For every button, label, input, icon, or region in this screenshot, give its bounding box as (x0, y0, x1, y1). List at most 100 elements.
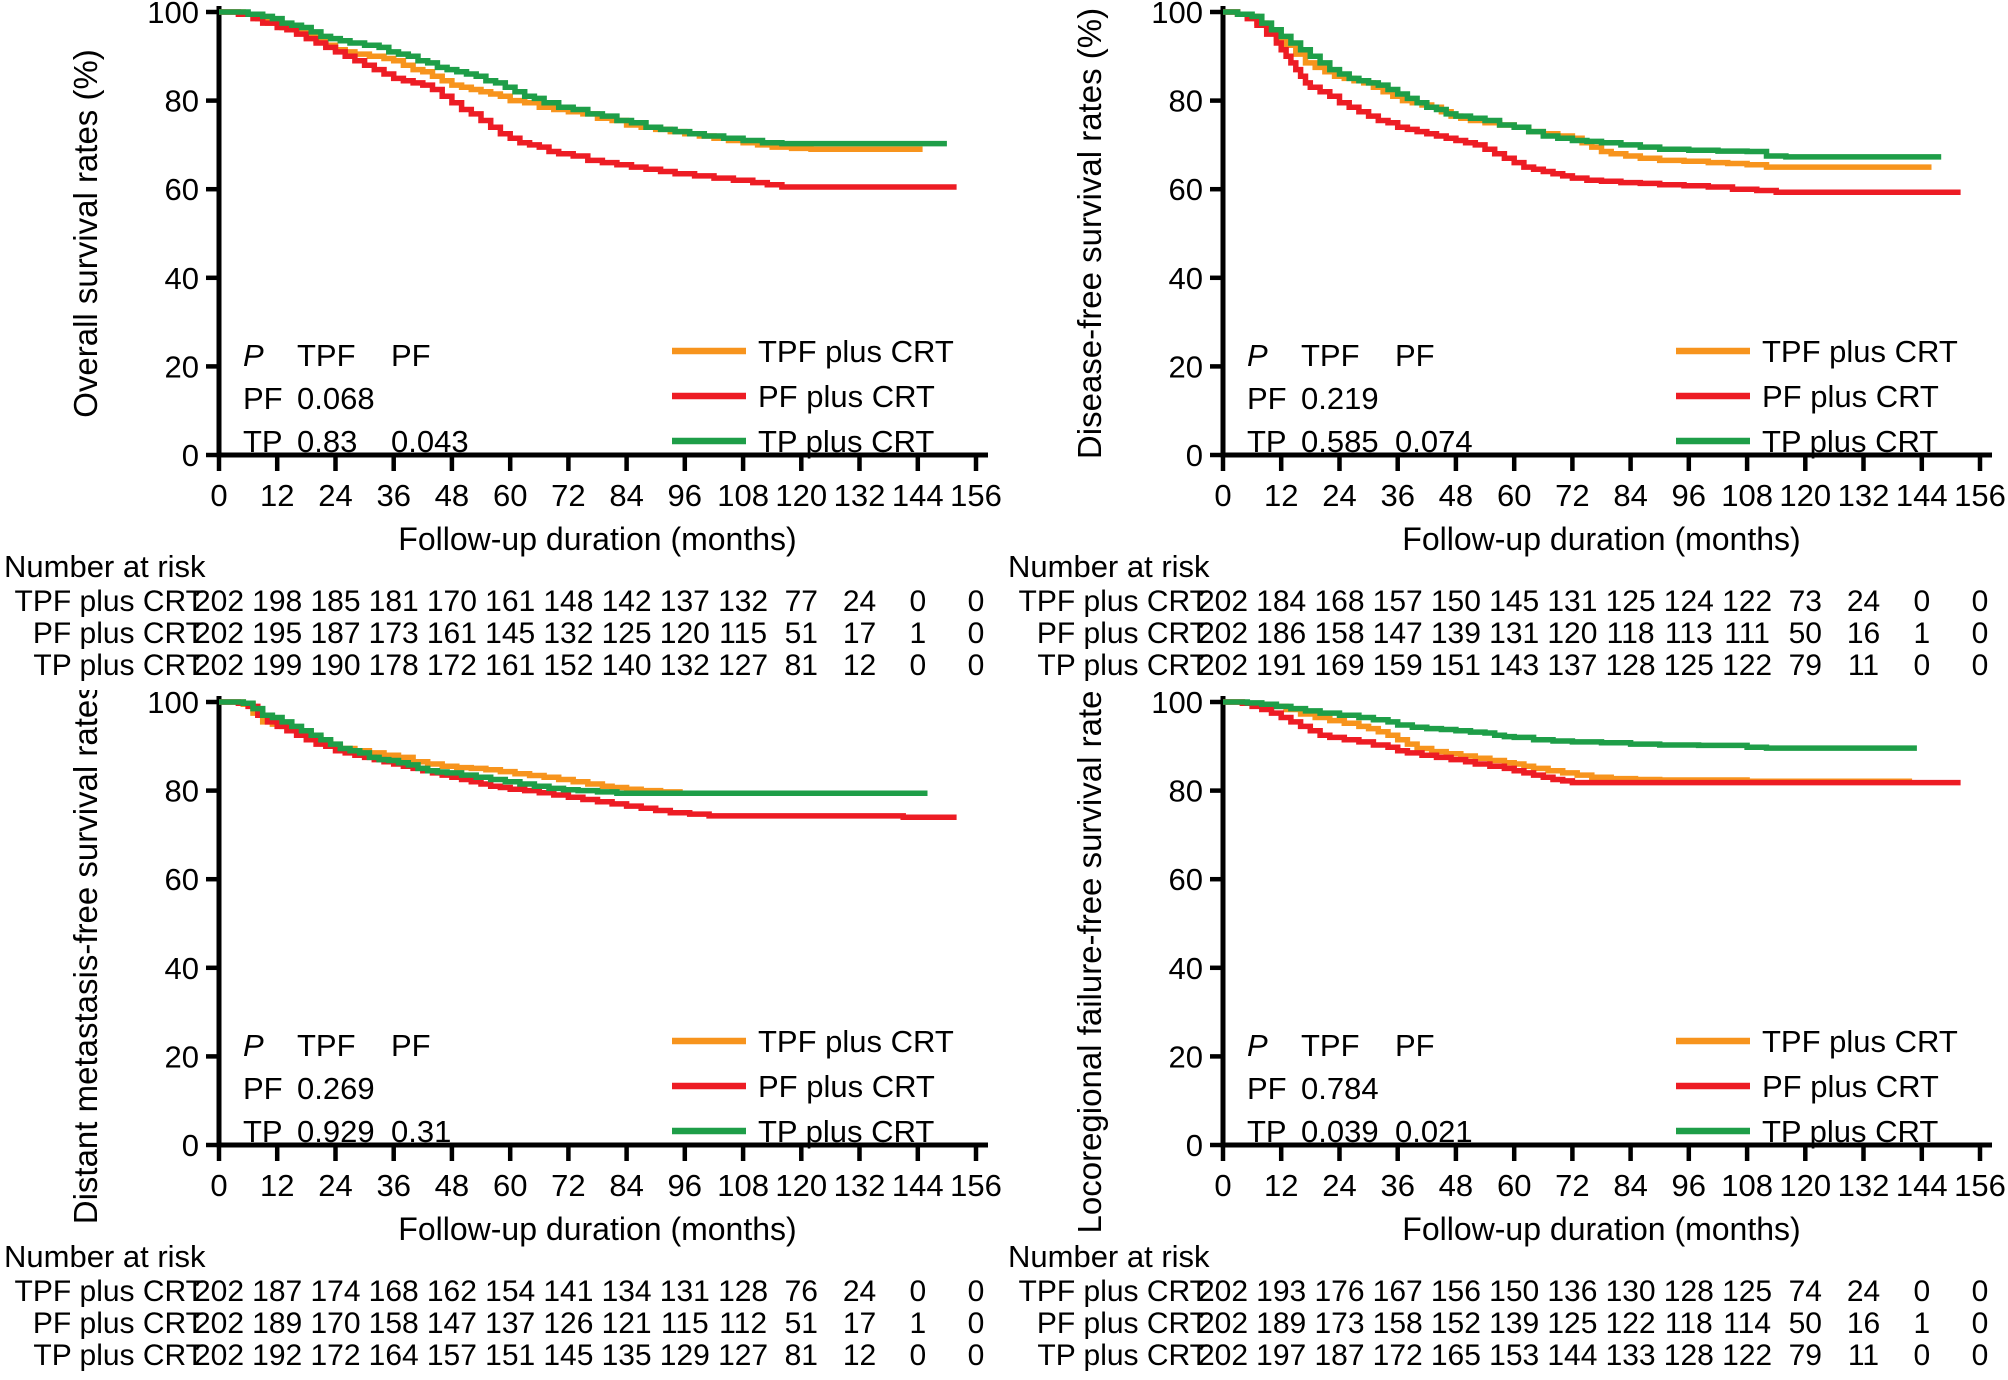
risk-table-title: Number at risk (1008, 1239, 1210, 1274)
risk-value: 135 (602, 1339, 652, 1372)
risk-value: 134 (602, 1275, 652, 1308)
y-tick-label: 80 (1169, 84, 1203, 119)
risk-value: 1 (909, 617, 926, 650)
risk-value: 81 (785, 1339, 818, 1372)
risk-value: 145 (1489, 585, 1539, 618)
x-tick-label: 0 (210, 478, 227, 513)
risk-value: 74 (1789, 1275, 1822, 1308)
risk-value: 130 (1606, 1275, 1656, 1308)
risk-value: 164 (369, 1339, 419, 1372)
risk-value: 0 (1972, 1275, 1989, 1308)
risk-value: 202 (1198, 1307, 1248, 1340)
risk-value: 161 (485, 585, 535, 618)
x-axis-title: Follow-up duration (months) (1402, 1211, 1800, 1247)
risk-value: 202 (1198, 1275, 1248, 1308)
x-tick-label: 120 (1779, 1168, 1831, 1203)
risk-value: 0 (968, 617, 985, 650)
risk-value: 195 (252, 617, 302, 650)
p-table-cell: TP (243, 424, 283, 459)
risk-value: 202 (194, 1339, 244, 1372)
x-axis-title: Follow-up duration (months) (1402, 521, 1800, 557)
y-tick-label: 20 (1169, 1039, 1203, 1074)
x-axis-title: Follow-up duration (months) (398, 1211, 796, 1247)
km-curve-tp (1223, 9, 1942, 160)
risk-value: 120 (1547, 617, 1597, 650)
risk-value: 139 (1431, 617, 1481, 650)
risk-value: 139 (1489, 1307, 1539, 1340)
x-tick-label: 96 (1672, 478, 1706, 513)
risk-value: 202 (194, 1275, 244, 1308)
risk-value: 125 (602, 617, 652, 650)
risk-value: 0 (1972, 1307, 1989, 1340)
risk-value: 169 (1314, 649, 1364, 682)
p-table-cell: 0.039 (1301, 1114, 1379, 1149)
x-tick-label: 120 (775, 1168, 827, 1203)
risk-row-label: TPF plus CRT (1019, 1275, 1208, 1308)
risk-value: 202 (194, 585, 244, 618)
x-tick-label: 72 (1555, 1168, 1589, 1203)
risk-value: 178 (369, 649, 419, 682)
risk-value: 0 (1913, 585, 1930, 618)
risk-value: 174 (310, 1275, 360, 1308)
y-tick-label: 20 (1169, 349, 1203, 384)
risk-value: 12 (843, 649, 876, 682)
p-table-cell: TP (1247, 1114, 1287, 1149)
x-tick-label: 36 (376, 1168, 410, 1203)
panel-disease-free-survival: 0 20 40 60 80 100 0 12 24 36 48 60 72 84 96 108 120 132 14… (1004, 0, 2008, 690)
x-tick-label: 36 (1380, 1168, 1414, 1203)
risk-value: 152 (1431, 1307, 1481, 1340)
risk-value: 133 (1606, 1339, 1656, 1372)
legend-label-tpf: TPF plus CRT (1762, 1024, 1958, 1059)
risk-value: 125 (1606, 585, 1656, 618)
x-tick-label: 48 (1439, 478, 1473, 513)
x-tick-label: 144 (892, 1168, 944, 1203)
p-table-cell: 0.83 (297, 424, 357, 459)
p-table-cell: TP (243, 1114, 283, 1149)
risk-value: 157 (1373, 585, 1423, 618)
x-tick-label: 156 (950, 1168, 1002, 1203)
risk-value: 142 (602, 585, 652, 618)
risk-value: 50 (1789, 1307, 1822, 1340)
km-curve-pf (1223, 699, 1961, 786)
risk-row-label: TP plus CRT (1037, 1339, 1208, 1372)
risk-row-label: TP plus CRT (1037, 649, 1208, 682)
y-tick-label: 0 (182, 1128, 199, 1163)
risk-value: 128 (1664, 1275, 1714, 1308)
risk-value: 192 (252, 1339, 302, 1372)
p-table-cell: PF (1247, 381, 1287, 416)
panel-overall-survival: 0 20 40 60 80 100 0 12 24 36 48 60 72 84 96 108 120 132 14… (0, 0, 1004, 690)
risk-value: 202 (1198, 1339, 1248, 1372)
legend-label-tp: TP plus CRT (758, 424, 934, 459)
x-tick-label: 48 (435, 478, 469, 513)
legend-label-tpf: TPF plus CRT (758, 1024, 954, 1059)
risk-value: 125 (1722, 1275, 1772, 1308)
risk-value: 202 (194, 649, 244, 682)
risk-value: 0 (968, 585, 985, 618)
x-tick-label: 24 (1322, 478, 1356, 513)
risk-value: 143 (1489, 649, 1539, 682)
risk-value: 202 (194, 617, 244, 650)
risk-value: 0 (1913, 1339, 1930, 1372)
x-tick-label: 24 (318, 1168, 352, 1203)
risk-value: 0 (909, 1339, 926, 1372)
risk-table-title: Number at risk (1008, 549, 1210, 584)
km-curve-pf (219, 9, 957, 190)
p-table-header-cell: PF (1395, 338, 1435, 373)
risk-value: 198 (252, 585, 302, 618)
p-table-cell: 0.021 (1395, 1114, 1473, 1149)
risk-value: 124 (1664, 585, 1714, 618)
risk-value: 125 (1664, 649, 1714, 682)
y-axis-title: Overall survival rates (%) (67, 49, 104, 418)
x-tick-label: 156 (1954, 478, 2006, 513)
x-tick-label: 60 (493, 1168, 527, 1203)
risk-value: 51 (785, 617, 818, 650)
p-table-header-cell: TPF (297, 1028, 356, 1063)
risk-value: 122 (1722, 585, 1772, 618)
risk-value: 129 (660, 1339, 710, 1372)
x-tick-label: 96 (668, 478, 702, 513)
risk-value: 121 (602, 1307, 652, 1340)
x-tick-label: 132 (834, 1168, 886, 1203)
risk-row-label: PF plus CRT (33, 617, 204, 650)
risk-row-label: TP plus CRT (33, 1339, 204, 1372)
x-tick-label: 132 (1838, 1168, 1890, 1203)
